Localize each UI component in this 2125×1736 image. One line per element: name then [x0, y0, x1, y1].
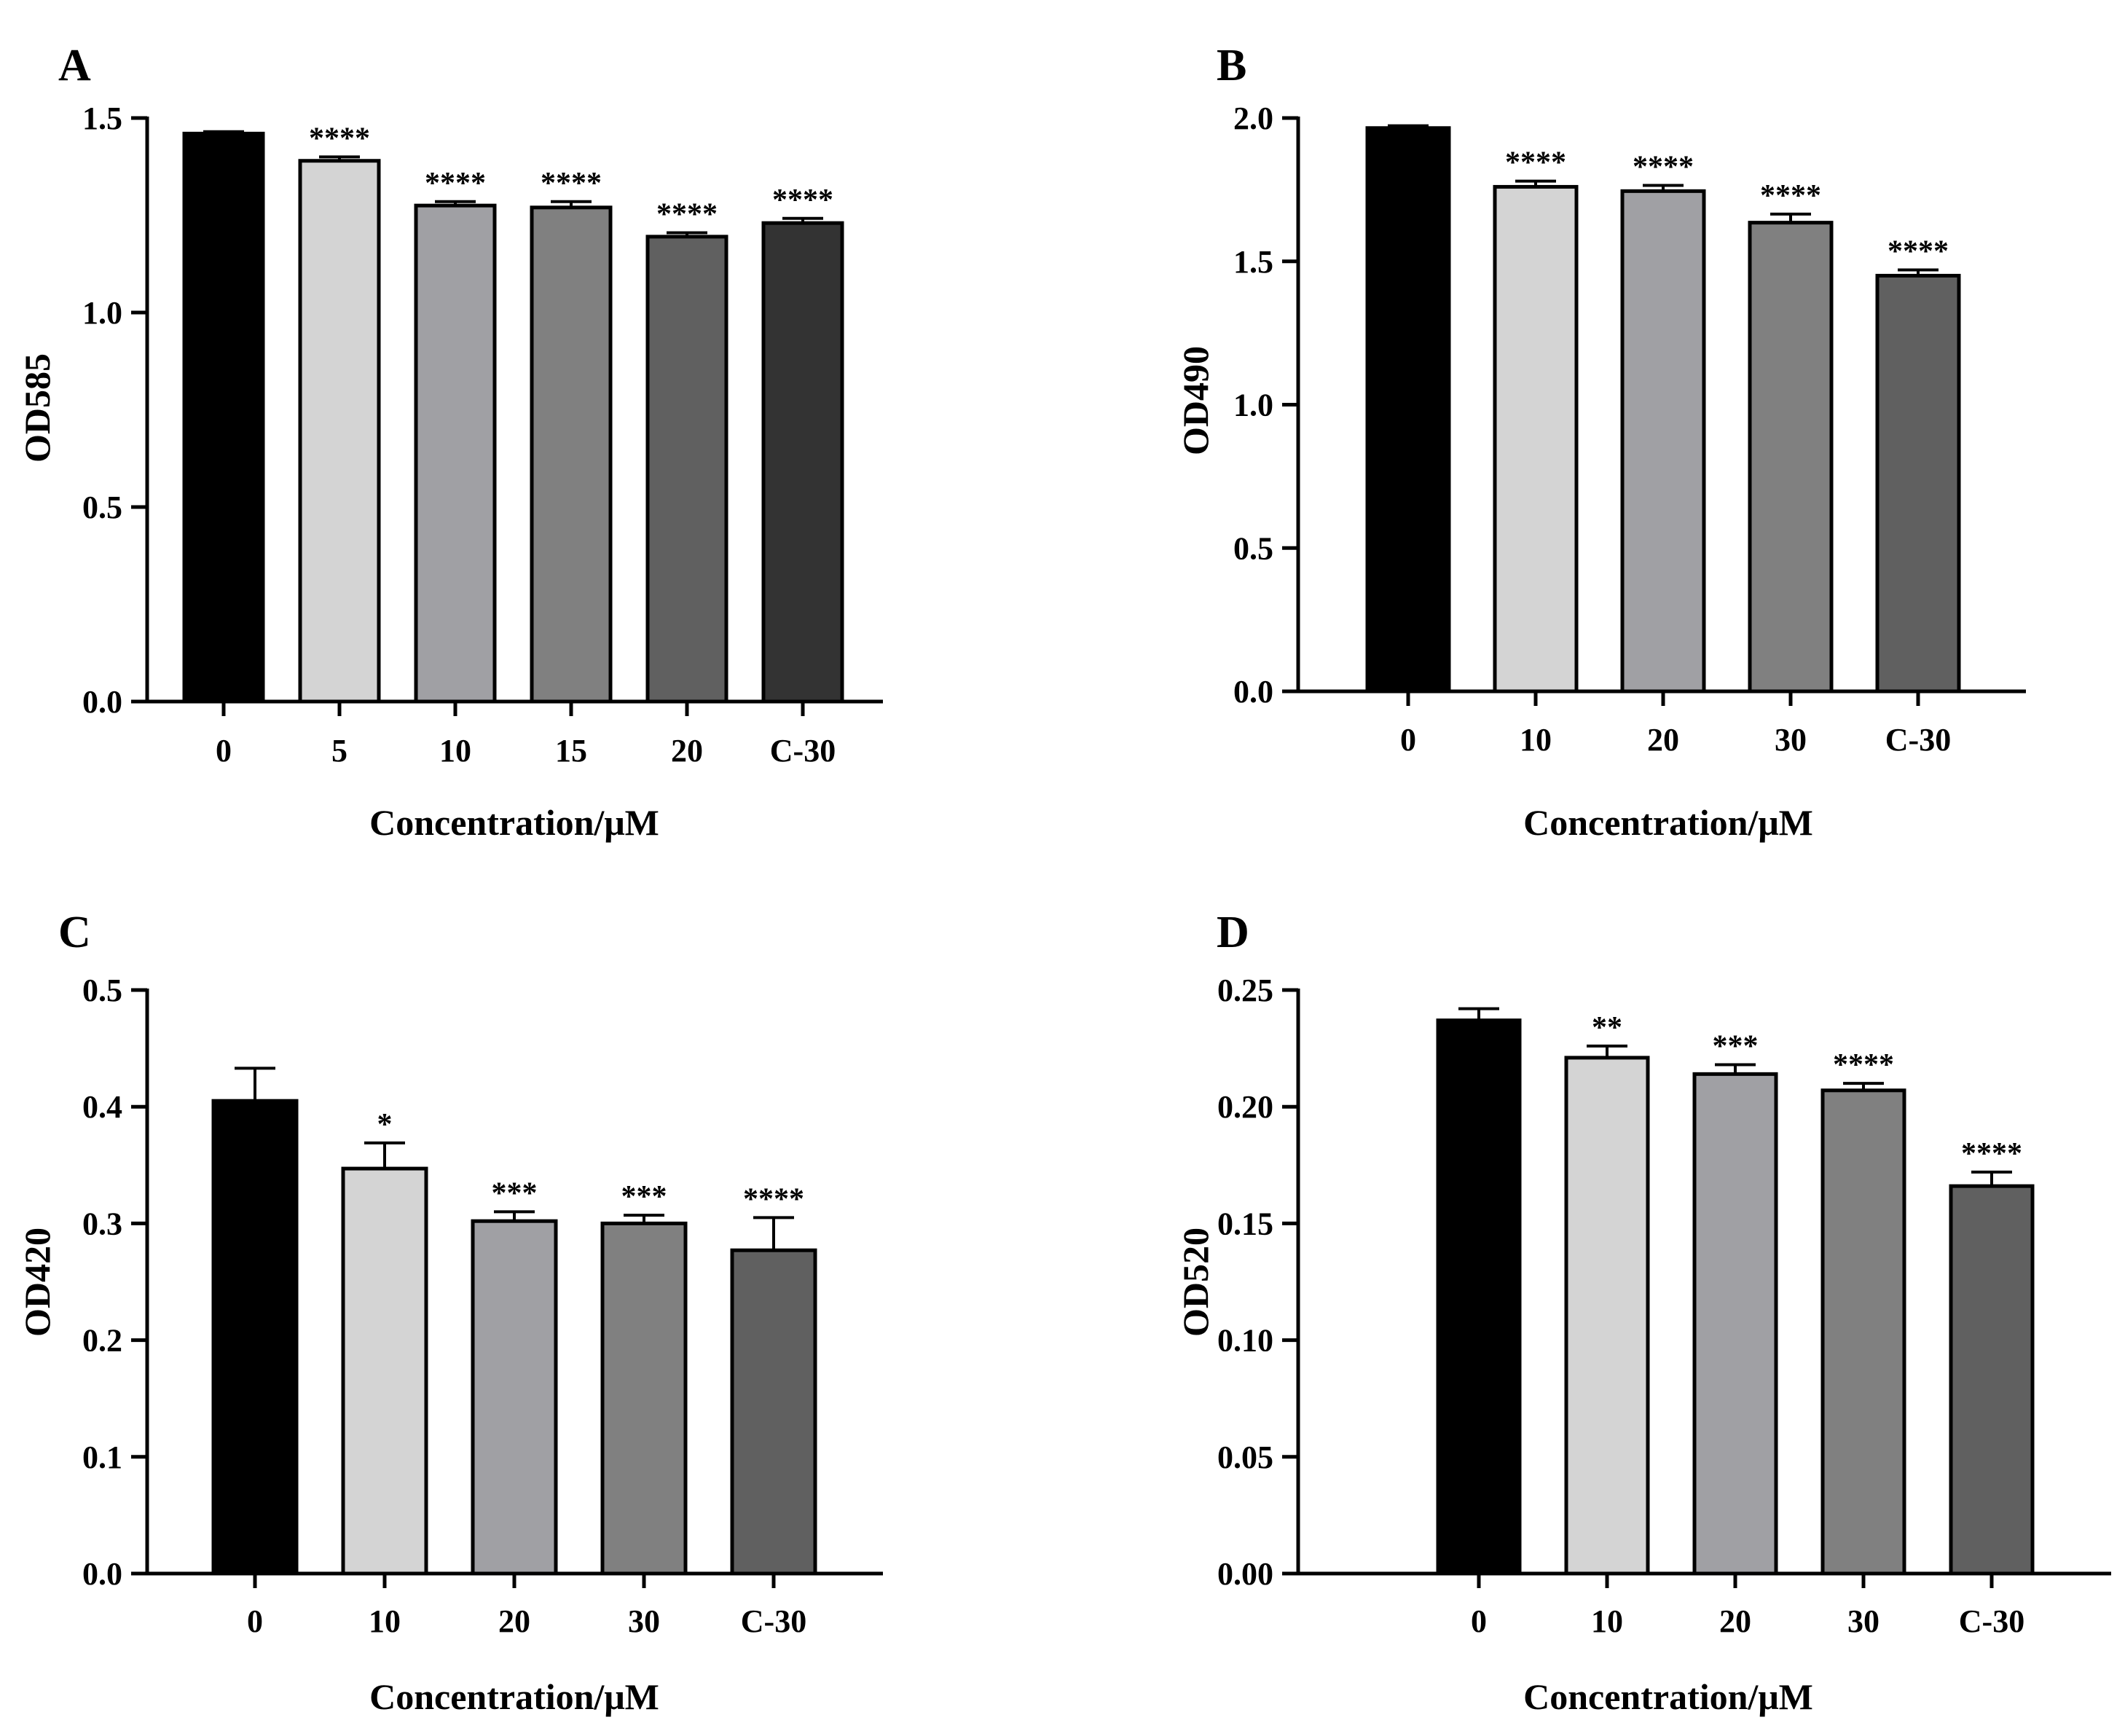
x-tick-label: 10	[439, 733, 471, 769]
significance-label: **	[1592, 1011, 1622, 1045]
panel-letter: D	[1217, 908, 1249, 957]
y-tick-label: 0.0	[82, 684, 122, 720]
significance-label: *	[377, 1108, 393, 1142]
y-tick-label: 2.0	[1233, 101, 1273, 136]
bar	[298, 159, 381, 704]
x-tick-label: 10	[369, 1603, 401, 1639]
bar	[730, 1248, 817, 1576]
x-tick-label: C-30	[1959, 1603, 2024, 1639]
significance-label: ***	[621, 1180, 667, 1214]
significance-label: ****	[541, 167, 602, 200]
significance-label: ****	[1888, 235, 1949, 269]
x-axis-title: Concentration/μM	[1523, 802, 1813, 843]
y-axis-title: OD520	[1175, 1228, 1216, 1337]
y-axis-title: OD490	[1175, 346, 1216, 455]
bar	[341, 1166, 428, 1576]
panel-letter: A	[58, 41, 91, 90]
bar	[1564, 1056, 1650, 1576]
y-tick-label: 0.25	[1217, 973, 1273, 1008]
bar	[1493, 184, 1579, 694]
y-tick-label: 0.5	[1233, 530, 1273, 566]
x-tick-label: 0	[1471, 1603, 1487, 1639]
y-tick-label: 1.0	[82, 295, 122, 331]
x-tick-label: 20	[1719, 1603, 1751, 1639]
y-tick-label: 1.5	[82, 101, 122, 136]
x-tick-label: 0	[216, 733, 232, 769]
bar	[1748, 221, 1834, 694]
bar	[1820, 1088, 1906, 1576]
y-tick-label: 0.15	[1217, 1206, 1273, 1241]
x-axis-title: Concentration/μM	[369, 802, 659, 843]
bar	[1949, 1184, 2035, 1576]
panel-d: D OD520 Concentration/μM 0.00 0.05 0.10 0.1…	[1175, 908, 2111, 1717]
bar	[1436, 1018, 1522, 1576]
bar	[471, 1219, 558, 1576]
bar	[600, 1221, 688, 1576]
bar	[1692, 1072, 1778, 1576]
significance-label: ****	[656, 198, 718, 232]
y-tick-label: 0.0	[82, 1556, 122, 1592]
significance-label: ****	[1505, 146, 1566, 180]
significance-label: ****	[1633, 150, 1694, 184]
bar	[530, 205, 613, 704]
x-tick-label: 0	[247, 1603, 263, 1639]
significance-label: ****	[772, 184, 833, 217]
x-tick-label: C-30	[770, 733, 836, 769]
y-tick-label: 0.3	[82, 1206, 122, 1241]
y-tick-label: 1.5	[1233, 244, 1273, 280]
significance-label: ****	[309, 122, 370, 155]
bar	[1875, 273, 1961, 694]
y-tick-label: 0.1	[82, 1440, 122, 1475]
x-tick-label: 10	[1591, 1603, 1623, 1639]
y-tick-label: 0.20	[1217, 1089, 1273, 1125]
y-tick-label: 0.0	[1233, 674, 1273, 710]
bar	[182, 131, 265, 704]
bar	[1365, 126, 1451, 694]
x-tick-label: 20	[1647, 722, 1679, 758]
x-tick-label: 15	[555, 733, 587, 769]
panel-letter: C	[58, 908, 91, 957]
significance-label: ****	[1833, 1048, 1894, 1082]
bar	[645, 235, 728, 704]
y-tick-label: 0.5	[82, 490, 122, 525]
panel-a: A OD585 Concentration/μM 0.0 0.5 1.0 1.5 0 5 *…	[17, 41, 883, 843]
y-tick-label: 1.0	[1233, 388, 1273, 423]
y-tick-label: 0.5	[82, 973, 122, 1008]
panel-c: C OD420 Concentration/μM 0.0 0.1 0.2 0.3 0.4…	[17, 908, 883, 1717]
x-tick-label: 0	[1400, 722, 1416, 758]
x-tick-label: 20	[671, 733, 703, 769]
panel-b: B OD490 Concentration/μM 0.0 0.5 1.0 1.5 2.0…	[1175, 41, 2026, 843]
y-tick-label: 0.00	[1217, 1556, 1273, 1592]
bar	[211, 1099, 299, 1576]
x-axis-title: Concentration/μM	[369, 1676, 659, 1717]
y-tick-label: 0.05	[1217, 1440, 1273, 1475]
x-axis-title: Concentration/μM	[1523, 1676, 1813, 1717]
x-tick-label: 20	[498, 1603, 530, 1639]
y-tick-label: 0.4	[82, 1089, 122, 1125]
y-tick-label: 0.2	[82, 1323, 122, 1359]
bar	[761, 221, 844, 704]
significance-label: ****	[425, 167, 486, 200]
bar	[1620, 189, 1706, 694]
significance-label: ***	[1713, 1030, 1759, 1064]
x-tick-label: C-30	[1885, 722, 1951, 758]
significance-label: ****	[743, 1182, 804, 1216]
significance-label: ***	[492, 1177, 538, 1210]
x-tick-label: 30	[1775, 722, 1807, 758]
x-tick-label: 30	[1847, 1603, 1879, 1639]
y-axis-title: OD420	[17, 1228, 58, 1337]
x-tick-label: 10	[1520, 722, 1552, 758]
y-axis-title: OD585	[17, 353, 58, 463]
x-tick-label: C-30	[741, 1603, 806, 1639]
significance-label: ****	[1961, 1137, 2022, 1171]
x-tick-label: 30	[628, 1603, 660, 1639]
x-tick-label: 5	[331, 733, 347, 769]
panel-letter: B	[1217, 41, 1246, 90]
significance-label: ****	[1760, 179, 1821, 213]
bar	[414, 203, 497, 704]
y-tick-label: 0.10	[1217, 1323, 1273, 1359]
